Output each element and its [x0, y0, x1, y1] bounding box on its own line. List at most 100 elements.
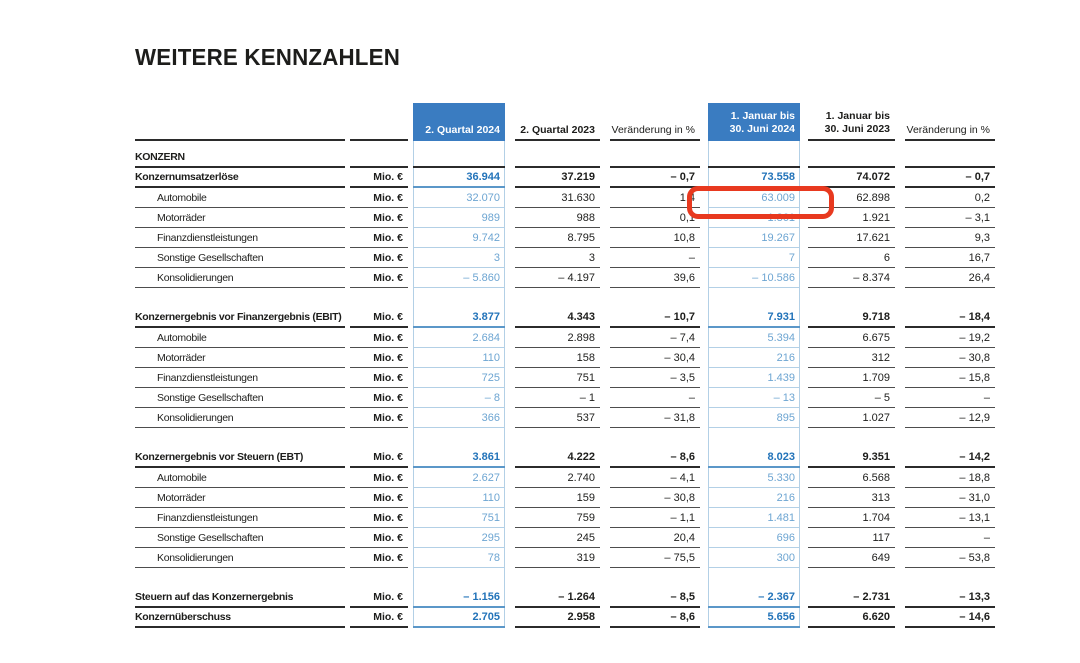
table-row: Automobile Mio. €32.070 31.630 1,4 63.009 62.…: [135, 188, 995, 208]
value-cell: 8.795: [515, 228, 600, 248]
row-label: Konsolidierungen: [135, 268, 345, 288]
unit-cell: Mio. €: [350, 508, 408, 528]
table-row: Steuern auf das Konzernergebnis Mio. € – 1…: [135, 588, 995, 608]
value-cell: 2.898: [515, 328, 600, 348]
table-row: Sonstige Gesellschaften Mio. € – 8– 1– – 13…: [135, 388, 995, 408]
value-cell: 366: [413, 408, 505, 428]
value-cell: –: [905, 388, 995, 408]
value-cell: –: [610, 248, 700, 268]
row-label: Finanzdienstleistungen: [135, 508, 345, 528]
value-cell: –: [905, 528, 995, 548]
col-header-text: 1. Januar bis: [730, 110, 795, 122]
value-cell: 988: [515, 208, 600, 228]
table-row: Finanzdienstleistungen Mio. €9.742 8.795 10…: [135, 228, 995, 248]
value-cell: – 53,8: [905, 548, 995, 568]
section-spacer: [135, 428, 995, 448]
value-cell: 4.343: [515, 308, 600, 328]
unit-cell: Mio. €: [350, 268, 408, 288]
row-label: Konzernumsatzerlöse: [135, 168, 345, 188]
unit-cell: Mio. €: [350, 608, 408, 628]
value-cell: 1.439: [708, 368, 800, 388]
value-cell: 2.627: [413, 468, 505, 488]
value-cell: – 18,4: [905, 308, 995, 328]
value-cell: 300: [708, 548, 800, 568]
unit-cell: Mio. €: [350, 248, 408, 268]
table-row: Finanzdienstleistungen Mio. €751 759 – 1,1 1…: [135, 508, 995, 528]
value-cell: 62.898: [808, 188, 895, 208]
row-label: Steuern auf das Konzernergebnis: [135, 588, 345, 608]
value-cell: 9,3: [905, 228, 995, 248]
table-body: KONZERN Konzernumsatzerlöse Mio. €36.944 37…: [135, 148, 995, 628]
row-label: Motorräder: [135, 208, 345, 228]
value-cell: 1,4: [610, 188, 700, 208]
table-row: Konsolidierungen Mio. €366 537 – 31,8 895 1.0…: [135, 408, 995, 428]
value-cell: – 31,8: [610, 408, 700, 428]
value-cell: – 30,8: [905, 348, 995, 368]
value-cell: 2.705: [413, 608, 505, 628]
value-cell: – 10,7: [610, 308, 700, 328]
table-row: Sonstige Gesellschaften Mio. €295 245 20,4 6…: [135, 528, 995, 548]
value-cell: 1.861: [708, 208, 800, 228]
value-cell: – 5: [808, 388, 895, 408]
value-cell: 74.072: [808, 168, 895, 188]
value-cell: – 30,8: [610, 488, 700, 508]
table-row: Konzernumsatzerlöse Mio. €36.944 37.219 – 0…: [135, 168, 995, 188]
unit-cell: Mio. €: [350, 528, 408, 548]
value-cell: – 14,2: [905, 448, 995, 468]
value-cell: 110: [413, 348, 505, 368]
table-row: Motorräder Mio. €989 988 0,1 1.861 1.921 – 3,1: [135, 208, 995, 228]
value-cell: – 0,7: [905, 168, 995, 188]
row-label: Sonstige Gesellschaften: [135, 248, 345, 268]
value-cell: 6.675: [808, 328, 895, 348]
value-cell: – 3,5: [610, 368, 700, 388]
unit-cell: Mio. €: [350, 388, 408, 408]
col-header-text: 30. Juni 2023: [824, 123, 890, 135]
kennzahlen-table: 2. Quartal 2024 2. Quartal 2023 Veränder…: [135, 100, 995, 628]
value-cell: – 31,0: [905, 488, 995, 508]
value-cell: 9.351: [808, 448, 895, 468]
value-cell: – 5.860: [413, 268, 505, 288]
col-header-text: 1. Januar bis: [825, 110, 890, 122]
value-cell: –: [610, 388, 700, 408]
row-label: Sonstige Gesellschaften: [135, 388, 345, 408]
value-cell: – 4.197: [515, 268, 600, 288]
unit-cell: Mio. €: [350, 488, 408, 508]
value-cell: 19.267: [708, 228, 800, 248]
page-title: WEITERE KENNZAHLEN: [135, 44, 401, 70]
value-cell: 6: [808, 248, 895, 268]
value-cell: 110: [413, 488, 505, 508]
value-cell: 295: [413, 528, 505, 548]
value-cell: – 10.586: [708, 268, 800, 288]
header-label-cell: [135, 100, 345, 141]
empty-cell: [350, 148, 408, 168]
row-label: Motorräder: [135, 488, 345, 508]
value-cell: 1.704: [808, 508, 895, 528]
value-cell: 16,7: [905, 248, 995, 268]
row-label: Konsolidierungen: [135, 408, 345, 428]
value-cell: 1.709: [808, 368, 895, 388]
value-cell: – 3,1: [905, 208, 995, 228]
value-cell: 751: [515, 368, 600, 388]
value-cell: 725: [413, 368, 505, 388]
empty-cell: [808, 148, 895, 168]
value-cell: 17.621: [808, 228, 895, 248]
value-cell: – 18,8: [905, 468, 995, 488]
unit-cell: Mio. €: [350, 228, 408, 248]
row-label: Sonstige Gesellschaften: [135, 528, 345, 548]
value-cell: – 2.731: [808, 588, 895, 608]
value-cell: 159: [515, 488, 600, 508]
value-cell: 696: [708, 528, 800, 548]
value-cell: – 1.264: [515, 588, 600, 608]
value-cell: 9.742: [413, 228, 505, 248]
table-row: Automobile Mio. €2.627 2.740 – 4,1 5.330 6.56…: [135, 468, 995, 488]
value-cell: – 8,6: [610, 448, 700, 468]
value-cell: 5.394: [708, 328, 800, 348]
value-cell: 6.620: [808, 608, 895, 628]
section-spacer: [135, 288, 995, 308]
value-cell: 649: [808, 548, 895, 568]
row-label: Konzernergebnis vor Steuern (EBT): [135, 448, 345, 468]
value-cell: 313: [808, 488, 895, 508]
value-cell: 31.630: [515, 188, 600, 208]
value-cell: 1.921: [808, 208, 895, 228]
row-label: Konsolidierungen: [135, 548, 345, 568]
